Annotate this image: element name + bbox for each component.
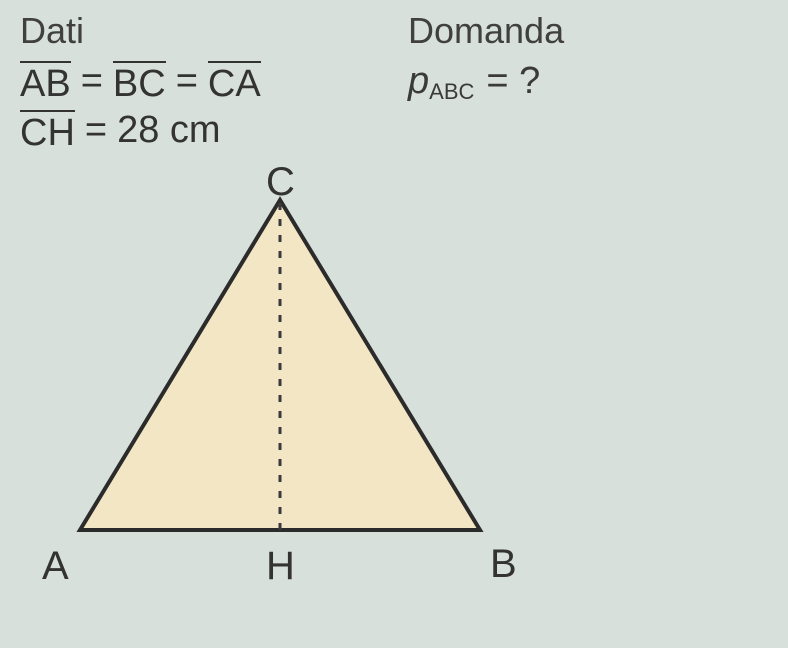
question-p: p xyxy=(408,60,429,103)
equals-1: = xyxy=(81,60,103,103)
triangle-figure: C A H B xyxy=(20,160,540,590)
equals-2: = xyxy=(176,60,198,103)
label-h: H xyxy=(266,544,295,589)
header-dati: Dati xyxy=(20,10,408,52)
question-rest: = ? xyxy=(486,60,540,103)
given-equality: AB = BC = CA xyxy=(20,60,408,103)
segment-ab: AB xyxy=(20,61,71,103)
question-sub: ABC xyxy=(429,79,474,105)
segment-bc: BC xyxy=(113,61,166,103)
ch-value: 28 cm xyxy=(117,109,220,152)
question-expr: p ABC = ? xyxy=(408,60,768,103)
segment-ca: CA xyxy=(208,61,261,103)
label-c: C xyxy=(266,160,295,205)
segment-ch: CH xyxy=(20,110,75,152)
header-domanda: Domanda xyxy=(408,10,768,52)
label-b: B xyxy=(490,542,517,587)
equals-3: = xyxy=(85,109,107,152)
triangle-svg xyxy=(20,160,540,560)
label-a: A xyxy=(42,544,69,589)
given-ch-value: CH = 28 cm xyxy=(20,109,768,152)
